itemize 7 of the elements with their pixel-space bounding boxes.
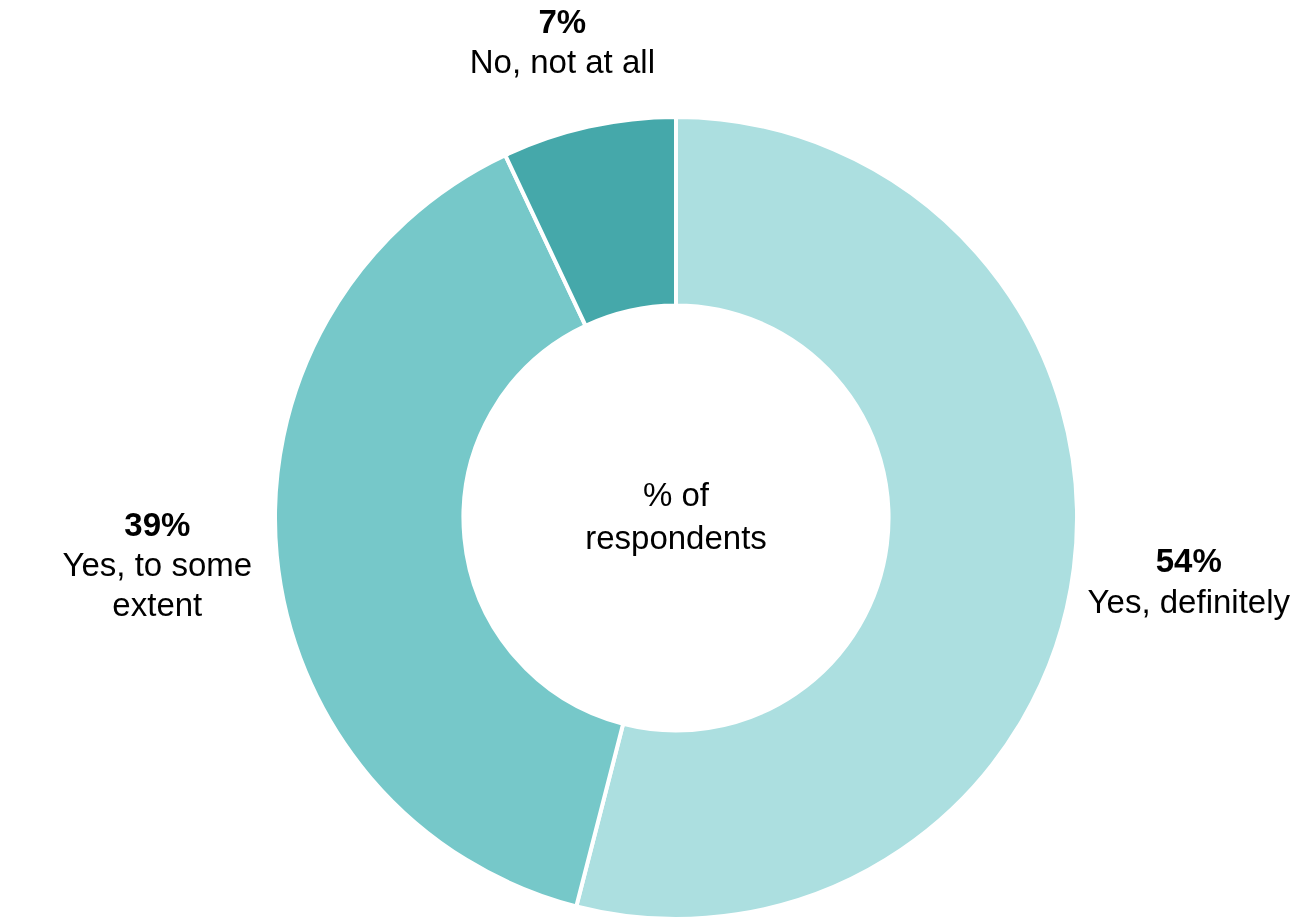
text: % of respondents	[585, 475, 767, 556]
slice-label: No, not at all	[469, 43, 655, 81]
data-label: 7%	[538, 3, 587, 41]
data-label: 54%	[1155, 542, 1222, 580]
data-label: 39%	[124, 505, 191, 543]
slice-label: Yes, to some extent	[62, 546, 253, 624]
slice-label: Yes, definitely	[1087, 582, 1291, 620]
